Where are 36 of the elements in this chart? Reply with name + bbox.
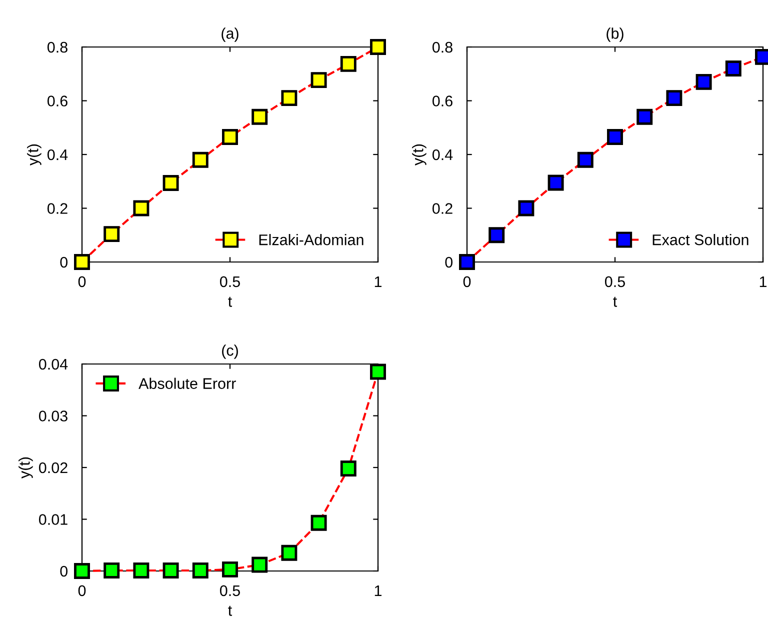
chart-title: (a) xyxy=(222,28,238,42)
y-tick-label: 0.6 xyxy=(432,96,452,106)
y-tick-label: 0.8 xyxy=(47,42,68,53)
y-tick-label: 0 xyxy=(60,566,68,577)
x-tick-label: 0 xyxy=(78,585,86,596)
x-tick-label: 1 xyxy=(374,585,382,596)
x-axis-title: t xyxy=(228,296,232,307)
y-axis-title: y(t) xyxy=(27,144,42,166)
x-tick-label: 0.5 xyxy=(220,585,240,596)
y-tick-label: 0 xyxy=(60,256,68,268)
y-axis-title: y(t) xyxy=(412,144,426,166)
y-tick-label: 0.02 xyxy=(38,462,68,474)
legend-label: Elzaki-Adomian xyxy=(259,234,364,246)
y-axis-title: y(t) xyxy=(18,457,33,478)
x-tick-label: 1 xyxy=(760,276,767,287)
x-tick-label: 0 xyxy=(78,276,86,288)
legend-label: Exact Solution xyxy=(652,234,748,246)
x-axis-title: t xyxy=(613,296,618,307)
y-tick-label: 0.2 xyxy=(47,203,68,214)
y-tick-label: 0.8 xyxy=(432,42,452,53)
x-tick-label: 0.5 xyxy=(604,276,625,288)
legend-label: Absolute Erorr xyxy=(138,378,236,389)
chart-title: (b) xyxy=(606,28,624,42)
x-tick-label: 1 xyxy=(374,276,382,287)
y-tick-label: 0.6 xyxy=(47,96,68,106)
y-tick-label: 0.2 xyxy=(432,203,452,214)
y-tick-label: 0.04 xyxy=(38,358,68,370)
x-tick-label: 0 xyxy=(463,276,471,288)
chart-title: (c) xyxy=(222,344,238,359)
y-tick-label: 0.4 xyxy=(47,149,68,160)
x-axis-title: t xyxy=(228,606,232,616)
y-tick-label: 0.01 xyxy=(38,514,68,525)
y-tick-label: 0 xyxy=(445,256,453,268)
y-tick-label: 0.03 xyxy=(38,410,68,422)
y-tick-label: 0.4 xyxy=(432,149,453,160)
x-tick-label: 0.5 xyxy=(220,276,240,288)
